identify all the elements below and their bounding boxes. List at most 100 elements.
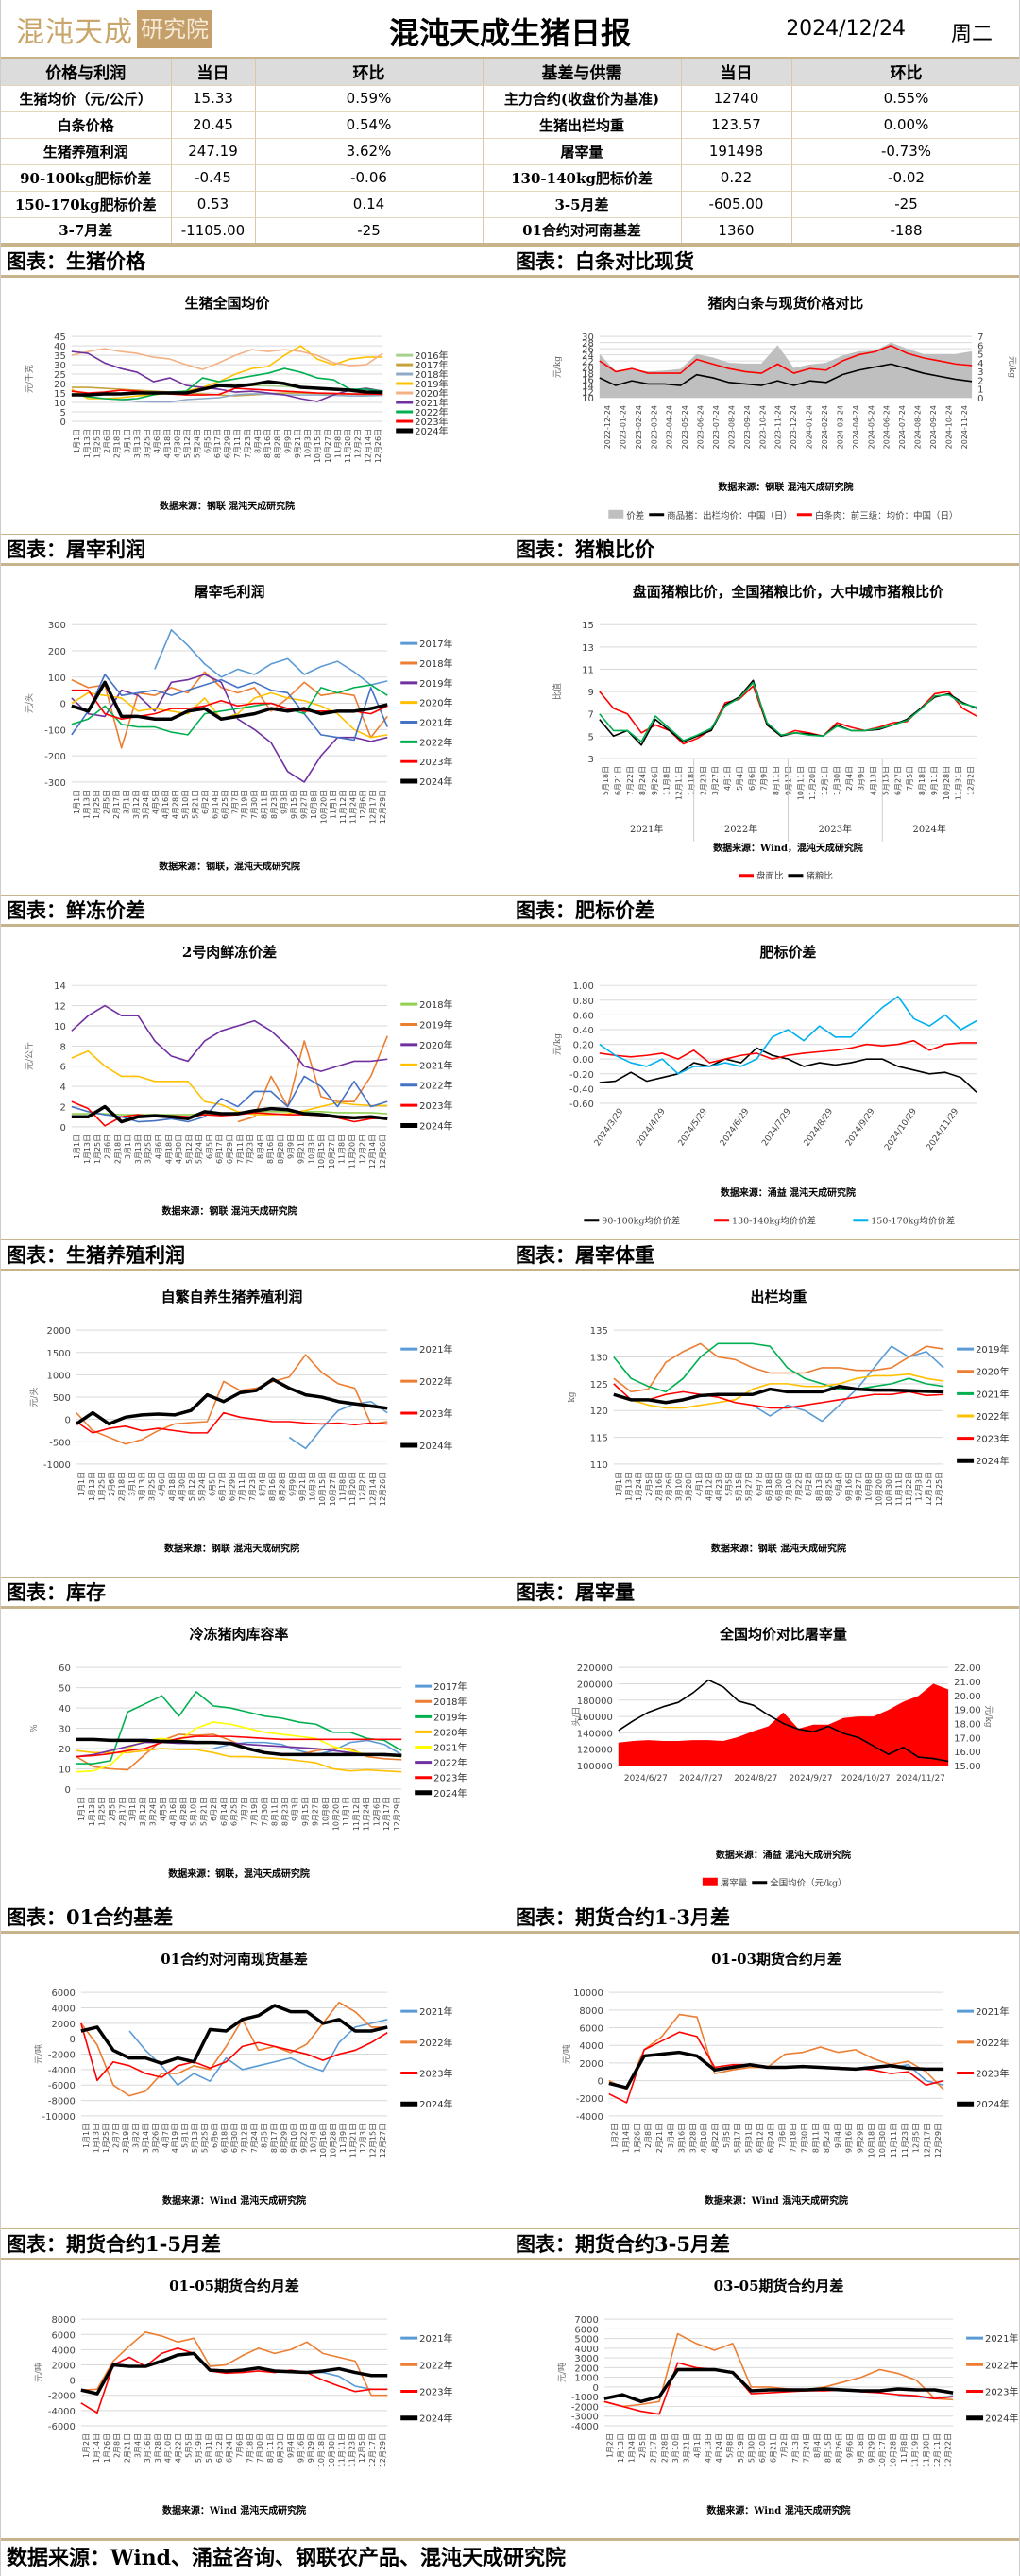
x-tick-label: 11月12日	[352, 1796, 361, 1830]
section-heading: 图表：生猪价格 图表：白条对比现货	[1, 245, 1019, 278]
x-tick-label: 1月1日	[73, 1134, 81, 1158]
series-line	[80, 2003, 388, 2065]
x-tick-label: 7月11日	[236, 1134, 245, 1163]
x-tick-label: 4月28日	[172, 789, 180, 818]
y-tick-label: -4000	[48, 2065, 76, 2075]
x-tick-label: 6月14日	[220, 1796, 229, 1825]
x-tick-label: 5月17日	[734, 2123, 742, 2152]
legend-label: 猪粮比	[806, 870, 832, 881]
x-tick-label: 2月8日	[113, 2432, 122, 2457]
chart-source: 数据来源：Wind 混沌天成研究院	[162, 2503, 306, 2516]
x-tick-label: 3月28日	[154, 2432, 162, 2462]
table-cell: 01合约对河南基差	[483, 217, 682, 245]
x-tick-label: 5月5日	[722, 2123, 731, 2147]
x-tick-label: 2024/10/27	[842, 1773, 891, 1783]
x-tick-label: 2月5日	[109, 1796, 117, 1820]
section-title-right: 图表：屠宰体重	[516, 1242, 654, 1267]
x-tick-label: 2024/9/27	[790, 1773, 833, 1783]
y-tick-label: 300	[48, 621, 66, 631]
x-tick-label: 1月1日	[82, 2123, 91, 2147]
y-tick-label: 140000	[577, 1729, 613, 1739]
y-tick-label: 220000	[577, 1663, 613, 1674]
x-tick-label: 10月15日	[314, 428, 322, 462]
y-tick-label: -2000	[48, 2050, 76, 2060]
x-tick-label: 3月24日	[149, 1796, 158, 1825]
x-tick-label: 8月5日	[260, 2123, 268, 2147]
summary-table: 价格与利润 当日 环比 基差与供需 当日 环比 生猪均价（元/公斤） 15.33 0.59% 主力…	[1, 59, 1020, 246]
series-line	[71, 673, 388, 783]
x-tick-label: 2024/11/27	[896, 1773, 945, 1783]
x-tick-label: 9月16日	[845, 2123, 854, 2152]
x-tick-label: 8月28日	[274, 428, 282, 457]
section-body: 01合约对河南现货基差 -10000 -8000 -6000 -4000 -2000 0 20…	[1, 1934, 1019, 2225]
table-cell: 150-170kg肥标价差	[1, 191, 172, 218]
y-tick-label: 125	[590, 1379, 608, 1390]
x-tick-label: 2024-01-24	[806, 404, 814, 448]
y-tick-label: -6000	[48, 2081, 76, 2091]
y2-tick-label: 7	[978, 333, 983, 343]
y-tick-label: 4000	[574, 2344, 598, 2354]
section-heading: 图表：库存 图表：屠宰量	[1, 1576, 1019, 1609]
x-tick-label: 5月12日	[183, 428, 192, 457]
x-tick-label: 4月6日	[155, 1134, 163, 1158]
y-tick-label: 100	[48, 673, 66, 683]
y-axis-label: 头/日	[571, 1706, 582, 1726]
legend-label: 2024年	[976, 1455, 1009, 1467]
legend-label: 2019年	[419, 676, 452, 689]
legend-label: 2024年	[415, 424, 448, 436]
legend-label: 2024年	[985, 2412, 1018, 2424]
chart-title: 出栏均重	[751, 1288, 808, 1305]
x-tick-label: 6月12日	[756, 2123, 764, 2152]
y-tick-label: 30	[59, 1724, 71, 1734]
y-tick-label: 6000	[579, 2023, 603, 2034]
y-tick-label: 200	[48, 646, 66, 657]
y-tick-label: -200	[44, 752, 66, 762]
series-line	[76, 1411, 388, 1434]
legend-label: 2021年	[419, 2332, 452, 2345]
section-body: 2号肉鲜冻价差 0 2 4 6 8 10 12 14 元/公斤 1月1日 1月13日 1月25日 2月6日…	[1, 927, 1019, 1236]
x-tick-label: 11月23日	[348, 2432, 356, 2466]
x-tick-label: 5月10日	[181, 789, 190, 818]
legend-label: 2021年	[419, 2005, 452, 2018]
x-tick-label: 8月17日	[270, 2123, 279, 2152]
x-tick-label: 2024-02-24	[821, 404, 829, 448]
legend-label: 2024年	[419, 1119, 452, 1132]
x-tick-label: 4月7日	[162, 2123, 170, 2147]
x-tick-label: 4月13日	[870, 765, 878, 794]
chart: 2号肉鲜冻价差 0 2 4 6 8 10 12 14 元/公斤 1月1日 1月13日 1月25日 2月6日…	[25, 944, 453, 1217]
table-cell: -25	[791, 191, 1020, 218]
y-tick-label: 3	[587, 754, 593, 764]
legend-label: 2021年	[419, 1059, 452, 1071]
x-tick-label: 6月29日	[229, 1471, 237, 1500]
y-tick-label: -2000	[571, 2402, 599, 2413]
x-tick-label: 4月13日	[704, 2432, 712, 2462]
x-tick-label: 12月6日	[372, 1796, 381, 1825]
x-tick-label: 10月20日	[319, 789, 328, 823]
x-tick-label: 3月26日	[151, 2123, 160, 2152]
x-tick-label: 12月26日	[379, 1471, 387, 1505]
x-tick-label: 7月22日	[626, 765, 635, 794]
x-tick-label: 2月26日	[665, 1471, 673, 1500]
x-tick-label: 10月3日	[307, 1134, 315, 1163]
x-tick-label: 1月26日	[633, 2123, 641, 2152]
x-tick-label: 11月24日	[349, 789, 358, 823]
y-tick-label: 1000	[46, 1371, 70, 1381]
y2-tick-label: 15.00	[954, 1761, 981, 1771]
x-tick-label: 2023-10-24	[758, 404, 767, 448]
x-tick-label: 7月11日	[238, 1471, 246, 1500]
x-tick-label: 10月27日	[324, 428, 332, 462]
x-tick-label: 10月8日	[310, 789, 318, 818]
x-tick-label: 10月30日	[885, 1471, 893, 1505]
x-tick-label: 12月29日	[393, 1796, 401, 1830]
chart-title: 自繁自养生猪养殖利润	[162, 1288, 303, 1305]
x-tick-label: 6月6日	[748, 765, 756, 790]
legend-label: 2019年	[434, 1711, 467, 1723]
x-tick-label: 4月10日	[164, 2432, 173, 2462]
y-axis-label: %	[30, 1723, 40, 1732]
y2-tick-label: 4	[978, 358, 983, 368]
x-tick-label: 2月17日	[118, 1796, 127, 1825]
x-tick-label: 10月15日	[317, 1134, 326, 1168]
y-tick-label: 0.80	[573, 996, 594, 1006]
section-title-right: 图表：猪粮比价	[516, 537, 654, 561]
